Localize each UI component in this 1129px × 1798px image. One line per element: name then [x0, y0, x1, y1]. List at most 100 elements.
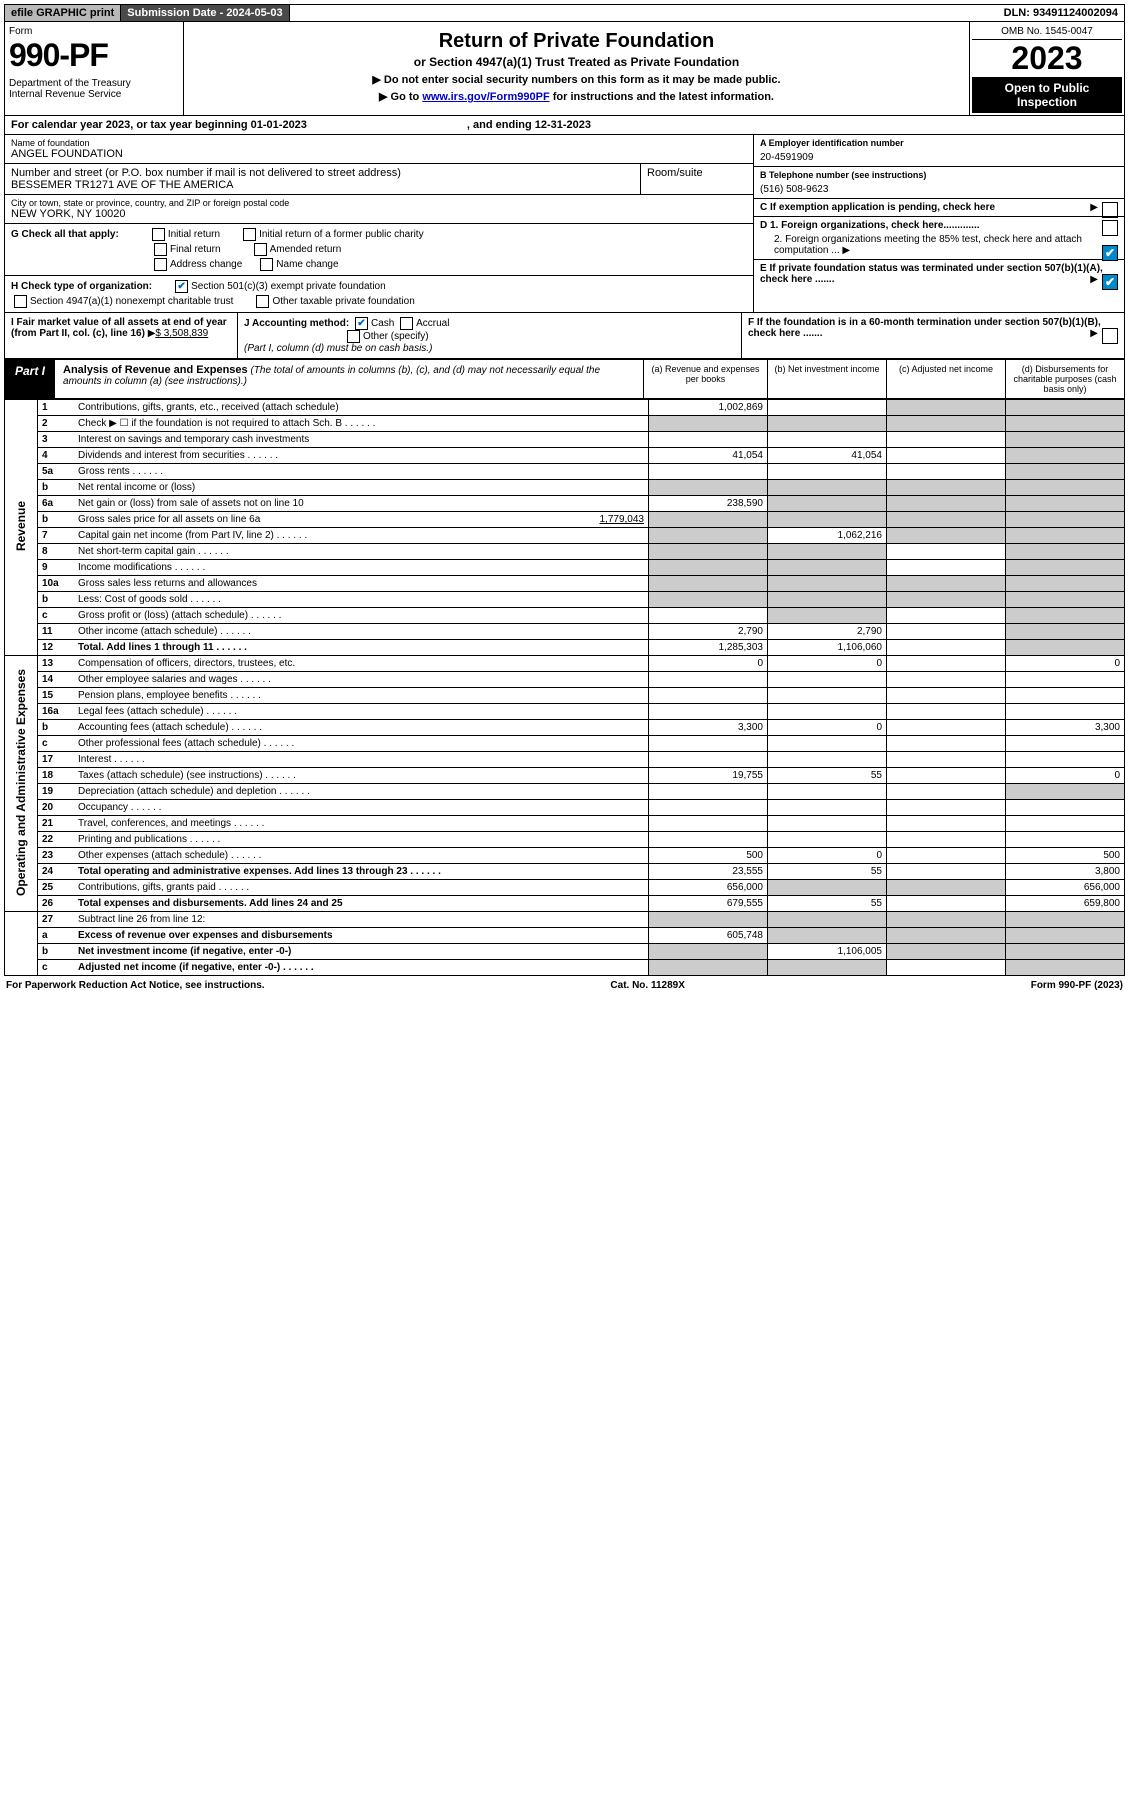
table-cell: 1,002,869: [649, 400, 768, 416]
chk-501c3[interactable]: [175, 280, 188, 293]
column-headers: (a) Revenue and expenses per books (b) N…: [643, 360, 1124, 398]
footer-left: For Paperwork Reduction Act Notice, see …: [6, 980, 265, 991]
foundation-name: ANGEL FOUNDATION: [11, 148, 747, 160]
table-cell: [768, 592, 887, 608]
row-desc: Legal fees (attach schedule) . . . . . .: [74, 704, 649, 720]
table-cell: [887, 592, 1006, 608]
table-cell: [1006, 832, 1125, 848]
table-cell: [768, 560, 887, 576]
row-desc: Check ▶ ☐ if the foundation is not requi…: [74, 416, 649, 432]
chk-f[interactable]: [1102, 328, 1118, 344]
table-cell: [649, 672, 768, 688]
table-cell: [887, 448, 1006, 464]
table-cell: 0: [1006, 656, 1125, 672]
submission-date: Submission Date - 2024-05-03: [121, 5, 289, 21]
table-cell: [649, 960, 768, 976]
chk-other-method[interactable]: [347, 330, 360, 343]
row-num: c: [38, 960, 75, 976]
chk-c[interactable]: [1102, 202, 1118, 218]
table-row: 2Check ▶ ☐ if the foundation is not requ…: [5, 416, 1125, 432]
row-num: b: [38, 512, 75, 528]
table-cell: [649, 432, 768, 448]
table-row: 4Dividends and interest from securities …: [5, 448, 1125, 464]
table-cell: [768, 816, 887, 832]
row-desc: Capital gain net income (from Part IV, l…: [74, 528, 649, 544]
table-cell: [887, 720, 1006, 736]
info-right: A Employer identification number 20-4591…: [753, 135, 1124, 312]
row-desc: Adjusted net income (if negative, enter …: [74, 960, 649, 976]
form-label: Form: [9, 26, 179, 37]
chk-4947[interactable]: [14, 295, 27, 308]
table-cell: [768, 704, 887, 720]
address-cell: Number and street (or P.O. box number if…: [5, 164, 641, 194]
table-row: 5aGross rents . . . . . .: [5, 464, 1125, 480]
row-num: c: [38, 736, 75, 752]
col-d-header: (d) Disbursements for charitable purpose…: [1005, 360, 1124, 398]
irs-link[interactable]: www.irs.gov/Form990PF: [422, 91, 549, 103]
row-num: 21: [38, 816, 75, 832]
table-cell: 55: [768, 768, 887, 784]
room-cell: Room/suite: [641, 164, 753, 194]
row-num: 2: [38, 416, 75, 432]
chk-initial[interactable]: [152, 228, 165, 241]
table-row: Revenue1Contributions, gifts, grants, et…: [5, 400, 1125, 416]
table-cell: [887, 576, 1006, 592]
table-cell: [768, 464, 887, 480]
row-num: b: [38, 592, 75, 608]
table-row: 16aLegal fees (attach schedule) . . . . …: [5, 704, 1125, 720]
row-desc: Less: Cost of goods sold . . . . . .: [74, 592, 649, 608]
row-desc: Depreciation (attach schedule) and deple…: [74, 784, 649, 800]
table-cell: [887, 816, 1006, 832]
table-cell: [1006, 448, 1125, 464]
tax-year: 2023: [972, 40, 1122, 77]
table-cell: 3,800: [1006, 864, 1125, 880]
table-cell: [1006, 528, 1125, 544]
table-cell: [649, 704, 768, 720]
table-cell: 1,106,005: [768, 944, 887, 960]
header-left: Form 990-PF Department of the Treasury I…: [5, 22, 184, 115]
table-row: cOther professional fees (attach schedul…: [5, 736, 1125, 752]
chk-d1[interactable]: [1102, 220, 1118, 236]
j-cell: J Accounting method: Cash Accrual Other …: [238, 313, 742, 358]
chk-final[interactable]: [154, 243, 167, 256]
chk-cash[interactable]: [355, 317, 368, 330]
chk-other-taxable[interactable]: [256, 295, 269, 308]
table-cell: 0: [768, 848, 887, 864]
form-header: Form 990-PF Department of the Treasury I…: [4, 22, 1125, 116]
chk-d2[interactable]: [1102, 245, 1118, 261]
page-footer: For Paperwork Reduction Act Notice, see …: [4, 976, 1125, 995]
table-cell: [887, 752, 1006, 768]
table-cell: 3,300: [1006, 720, 1125, 736]
table-row: 24Total operating and administrative exp…: [5, 864, 1125, 880]
row-num: a: [38, 928, 75, 944]
row-desc: Occupancy . . . . . .: [74, 800, 649, 816]
form-number: 990-PF: [9, 37, 179, 74]
side-label: Revenue: [5, 400, 38, 656]
chk-addr-change[interactable]: [154, 258, 167, 271]
row-num: 22: [38, 832, 75, 848]
table-row: aExcess of revenue over expenses and dis…: [5, 928, 1125, 944]
row-num: 9: [38, 560, 75, 576]
chk-accrual[interactable]: [400, 317, 413, 330]
table-cell: [649, 560, 768, 576]
efile-label[interactable]: efile GRAPHIC print: [5, 5, 121, 21]
chk-name-change[interactable]: [260, 258, 273, 271]
row-num: 6a: [38, 496, 75, 512]
table-cell: 55: [768, 864, 887, 880]
table-cell: [1006, 592, 1125, 608]
row-num: 8: [38, 544, 75, 560]
table-cell: [768, 608, 887, 624]
table-cell: [1006, 928, 1125, 944]
row-num: 27: [38, 912, 75, 928]
chk-e[interactable]: [1102, 274, 1118, 290]
row-desc: Gross sales price for all assets on line…: [74, 512, 649, 528]
chk-initial-former[interactable]: [243, 228, 256, 241]
table-cell: [1006, 960, 1125, 976]
table-cell: [768, 912, 887, 928]
part1-label: Part I: [5, 360, 55, 398]
table-cell: [768, 416, 887, 432]
table-cell: [887, 688, 1006, 704]
chk-amended[interactable]: [254, 243, 267, 256]
table-cell: [887, 432, 1006, 448]
row-num: 13: [38, 656, 75, 672]
